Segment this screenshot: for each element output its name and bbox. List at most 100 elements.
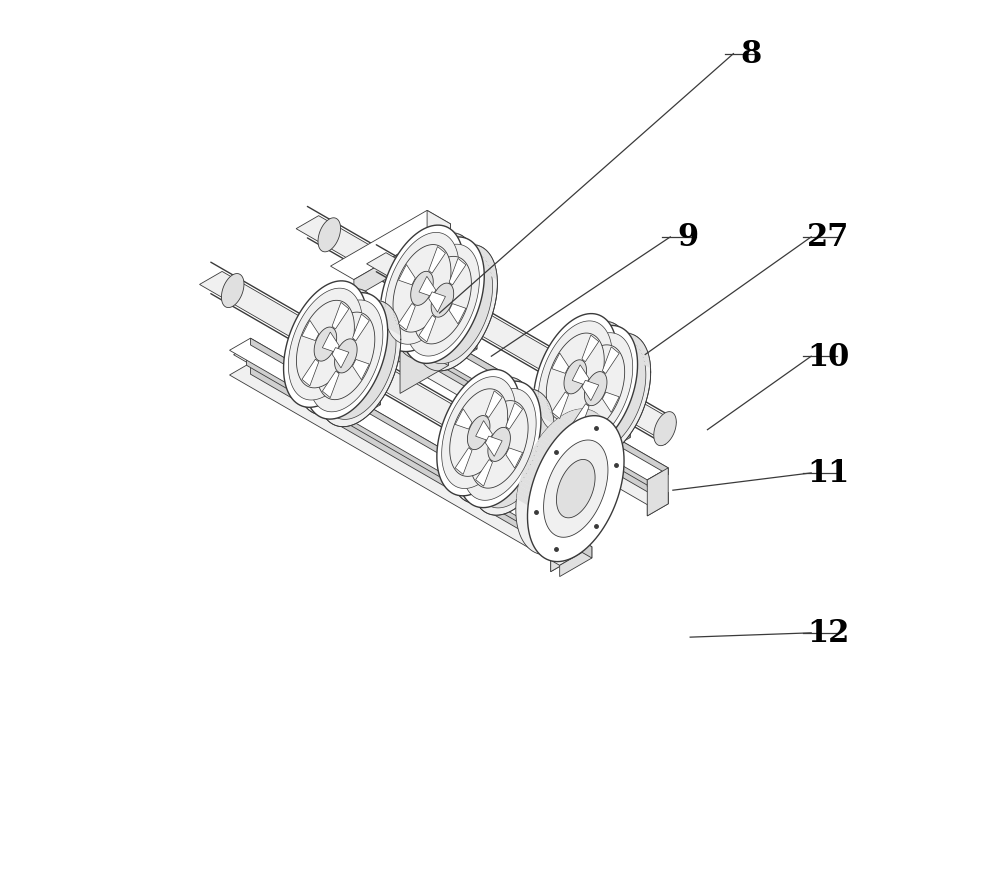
Polygon shape [404, 295, 418, 307]
Polygon shape [331, 211, 450, 281]
Polygon shape [584, 409, 599, 416]
Polygon shape [401, 311, 415, 323]
Polygon shape [389, 268, 404, 280]
Polygon shape [381, 300, 394, 311]
Polygon shape [435, 274, 444, 279]
Polygon shape [381, 295, 395, 308]
Polygon shape [440, 272, 449, 276]
Polygon shape [524, 462, 538, 474]
Polygon shape [483, 371, 499, 380]
Polygon shape [444, 227, 459, 235]
Polygon shape [306, 359, 320, 371]
Polygon shape [302, 296, 376, 408]
Polygon shape [478, 403, 494, 414]
Polygon shape [592, 331, 608, 341]
Polygon shape [338, 329, 347, 335]
Polygon shape [457, 237, 473, 245]
Polygon shape [498, 386, 514, 395]
Polygon shape [606, 326, 621, 335]
Polygon shape [636, 351, 650, 362]
Polygon shape [647, 468, 668, 488]
Polygon shape [518, 389, 532, 400]
Polygon shape [394, 261, 414, 289]
Polygon shape [318, 218, 341, 253]
Polygon shape [590, 410, 604, 418]
Polygon shape [604, 318, 619, 328]
Polygon shape [554, 401, 630, 445]
Polygon shape [436, 313, 477, 349]
Polygon shape [480, 254, 494, 264]
Polygon shape [439, 242, 455, 252]
Polygon shape [624, 330, 639, 339]
Polygon shape [556, 460, 595, 518]
Polygon shape [376, 299, 391, 308]
Polygon shape [385, 233, 459, 345]
Polygon shape [506, 382, 522, 391]
Polygon shape [387, 322, 400, 333]
Polygon shape [304, 371, 318, 382]
Polygon shape [290, 331, 304, 343]
Polygon shape [313, 335, 328, 347]
Polygon shape [382, 307, 397, 317]
Polygon shape [450, 377, 534, 504]
Polygon shape [578, 409, 593, 416]
Polygon shape [419, 262, 435, 273]
Polygon shape [567, 323, 582, 333]
Polygon shape [484, 266, 497, 277]
Polygon shape [397, 254, 412, 265]
Polygon shape [533, 315, 617, 441]
Polygon shape [581, 367, 590, 373]
Polygon shape [457, 381, 541, 508]
Polygon shape [467, 416, 490, 450]
Polygon shape [388, 272, 402, 283]
Polygon shape [470, 379, 486, 388]
Polygon shape [478, 249, 492, 259]
Polygon shape [384, 309, 398, 320]
Polygon shape [291, 328, 306, 339]
Polygon shape [586, 362, 595, 368]
Polygon shape [521, 382, 537, 391]
Polygon shape [600, 363, 609, 368]
Polygon shape [511, 377, 526, 387]
Polygon shape [481, 401, 496, 411]
Polygon shape [426, 254, 442, 264]
Polygon shape [605, 422, 618, 432]
Polygon shape [434, 247, 450, 256]
Polygon shape [523, 467, 536, 478]
Polygon shape [572, 365, 589, 386]
Polygon shape [462, 238, 478, 246]
Polygon shape [411, 272, 433, 306]
Polygon shape [365, 303, 379, 315]
Polygon shape [317, 313, 375, 401]
Polygon shape [437, 455, 450, 467]
Polygon shape [440, 276, 469, 334]
Polygon shape [352, 284, 367, 293]
Polygon shape [466, 424, 481, 435]
Polygon shape [451, 282, 458, 289]
Polygon shape [332, 335, 340, 341]
Polygon shape [591, 361, 600, 365]
Polygon shape [437, 226, 453, 234]
Polygon shape [325, 285, 341, 295]
Polygon shape [483, 421, 515, 469]
Polygon shape [582, 381, 599, 401]
Polygon shape [481, 428, 489, 435]
Polygon shape [309, 301, 383, 413]
Polygon shape [361, 294, 376, 301]
Polygon shape [340, 300, 356, 309]
Polygon shape [562, 328, 577, 338]
Polygon shape [485, 395, 501, 405]
Polygon shape [395, 257, 410, 269]
Polygon shape [410, 280, 424, 291]
Polygon shape [327, 312, 343, 322]
Polygon shape [516, 409, 612, 555]
Polygon shape [327, 341, 336, 347]
Polygon shape [483, 262, 497, 274]
Polygon shape [533, 396, 547, 408]
Polygon shape [343, 328, 352, 332]
Polygon shape [311, 340, 326, 351]
Polygon shape [335, 282, 351, 290]
Polygon shape [518, 392, 532, 402]
Polygon shape [294, 320, 309, 331]
Polygon shape [322, 358, 330, 365]
